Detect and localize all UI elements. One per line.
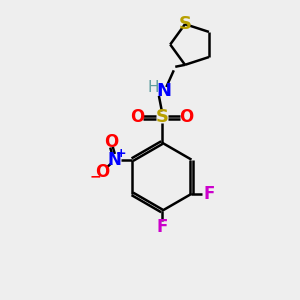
Text: O: O bbox=[104, 133, 118, 151]
Text: +: + bbox=[116, 147, 126, 160]
Text: O: O bbox=[130, 108, 145, 126]
Text: S: S bbox=[155, 108, 168, 126]
Text: −: − bbox=[90, 169, 101, 184]
Text: F: F bbox=[156, 218, 168, 236]
Text: N: N bbox=[107, 151, 122, 169]
Text: N: N bbox=[156, 82, 171, 100]
Text: F: F bbox=[204, 185, 215, 203]
Text: O: O bbox=[95, 163, 109, 181]
Text: S: S bbox=[178, 15, 191, 33]
Text: H: H bbox=[147, 80, 159, 95]
Text: O: O bbox=[179, 108, 194, 126]
